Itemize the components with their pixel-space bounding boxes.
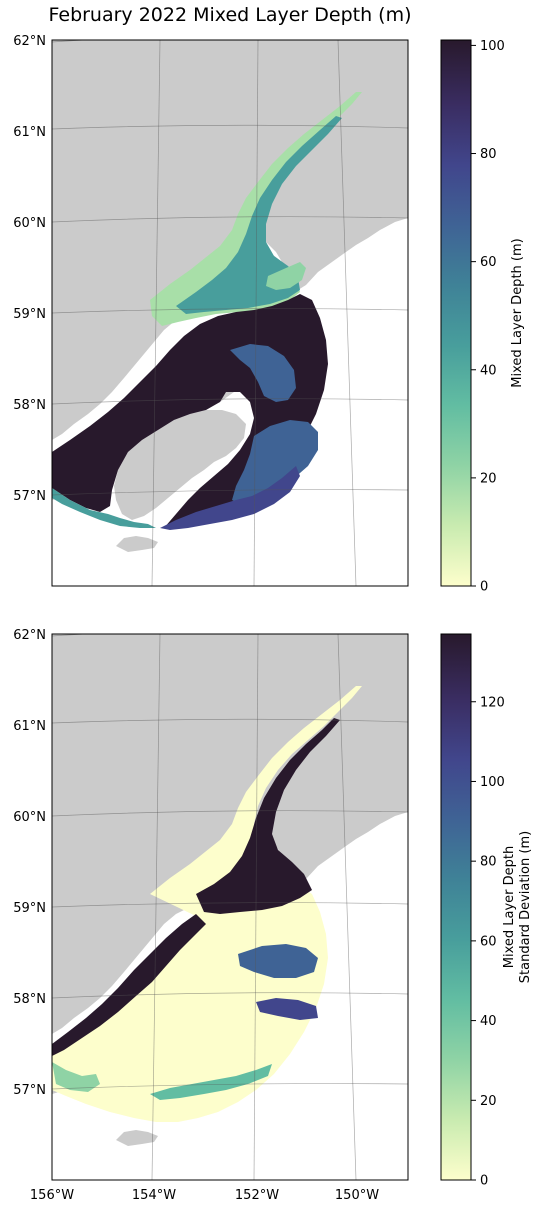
graticule-1 — [52, 40, 408, 586]
map-frame-2 — [51, 633, 409, 1181]
colorbar-tick-label: 60 — [480, 255, 497, 270]
mld-field-1 — [52, 92, 362, 530]
colorbar-tick-label: 20 — [480, 471, 497, 486]
map-frame-1 — [51, 39, 409, 587]
lat-label-58: 58°N — [13, 398, 46, 413]
colorbar-2-bar — [440, 633, 472, 1181]
lat-label-59: 59°N — [13, 307, 46, 322]
colorbar-tick-label: 0 — [480, 1174, 488, 1189]
lat-label-59: 59°N — [13, 901, 46, 916]
colorbar-1-label: Mixed Layer Depth (m) — [510, 238, 525, 387]
land-islet-1 — [116, 536, 158, 552]
colorbar-1-ticks: 0 20 40 60 80 100 — [471, 39, 505, 595]
colorbar-2-ticks: 0 20 40 60 80 100 120 — [471, 695, 505, 1189]
colorbar-tick-label: 60 — [480, 934, 497, 949]
lon-label-154: 154°W — [132, 1188, 176, 1203]
graticule-2 — [52, 634, 408, 1180]
map-panel-2 — [52, 634, 408, 1180]
colorbar-2: 0 20 40 60 80 100 120 Mixed Layer DepthStandar… — [440, 633, 533, 1189]
lat-labels-2: 62°N 61°N 60°N 59°N 58°N 57°N — [13, 628, 46, 1098]
colorbar-1: 0 20 40 60 80 100 Mixed Layer Depth (m) — [440, 39, 525, 595]
colorbar-tick-label: 40 — [480, 1014, 497, 1029]
map-panel-1 — [52, 40, 408, 586]
colorbar-2-label: Mixed Layer DepthStandard Deviation (m) — [502, 831, 533, 983]
colorbar-tick-label: 20 — [480, 1094, 497, 1109]
lat-label-61: 61°N — [13, 125, 46, 140]
lat-label-57: 57°N — [13, 489, 46, 504]
colorbar-tick-label: 120 — [480, 695, 505, 710]
colorbar-tick-label: 0 — [480, 580, 488, 595]
colorbar-tick-label: 40 — [480, 363, 497, 378]
mld-std-field-2 — [52, 686, 362, 1122]
lon-labels: 156°W 154°W 152°W 150°W — [30, 1188, 379, 1203]
lat-label-62: 62°N — [13, 628, 46, 643]
colorbar-label-line: Mixed Layer Depth (m) — [510, 238, 525, 387]
lat-label-61: 61°N — [13, 719, 46, 734]
colorbar-label-line: Mixed Layer Depth — [502, 846, 517, 968]
colorbar-tick-label: 80 — [480, 855, 497, 870]
land-islet-2 — [116, 1130, 158, 1146]
colorbar-tick-label: 100 — [480, 39, 505, 54]
figure-title: February 2022 Mixed Layer Depth (m) — [48, 4, 412, 26]
lon-label-152: 152°W — [235, 1188, 279, 1203]
lat-labels-1: 62°N 61°N 60°N 59°N 58°N 57°N — [13, 34, 46, 504]
lat-label-60: 60°N — [13, 216, 46, 231]
colorbar-1-bar — [440, 39, 472, 587]
lat-label-62: 62°N — [13, 34, 46, 49]
lon-label-156: 156°W — [30, 1188, 74, 1203]
lat-label-60: 60°N — [13, 810, 46, 825]
land-kodiak-island — [114, 410, 246, 520]
colorbar-tick-label: 80 — [480, 147, 497, 162]
colorbar-tick-label: 100 — [480, 775, 505, 790]
lon-label-150: 150°W — [335, 1188, 379, 1203]
colorbar-label-line: Standard Deviation (m) — [518, 831, 533, 983]
lat-label-58: 58°N — [13, 992, 46, 1007]
lat-label-57: 57°N — [13, 1083, 46, 1098]
